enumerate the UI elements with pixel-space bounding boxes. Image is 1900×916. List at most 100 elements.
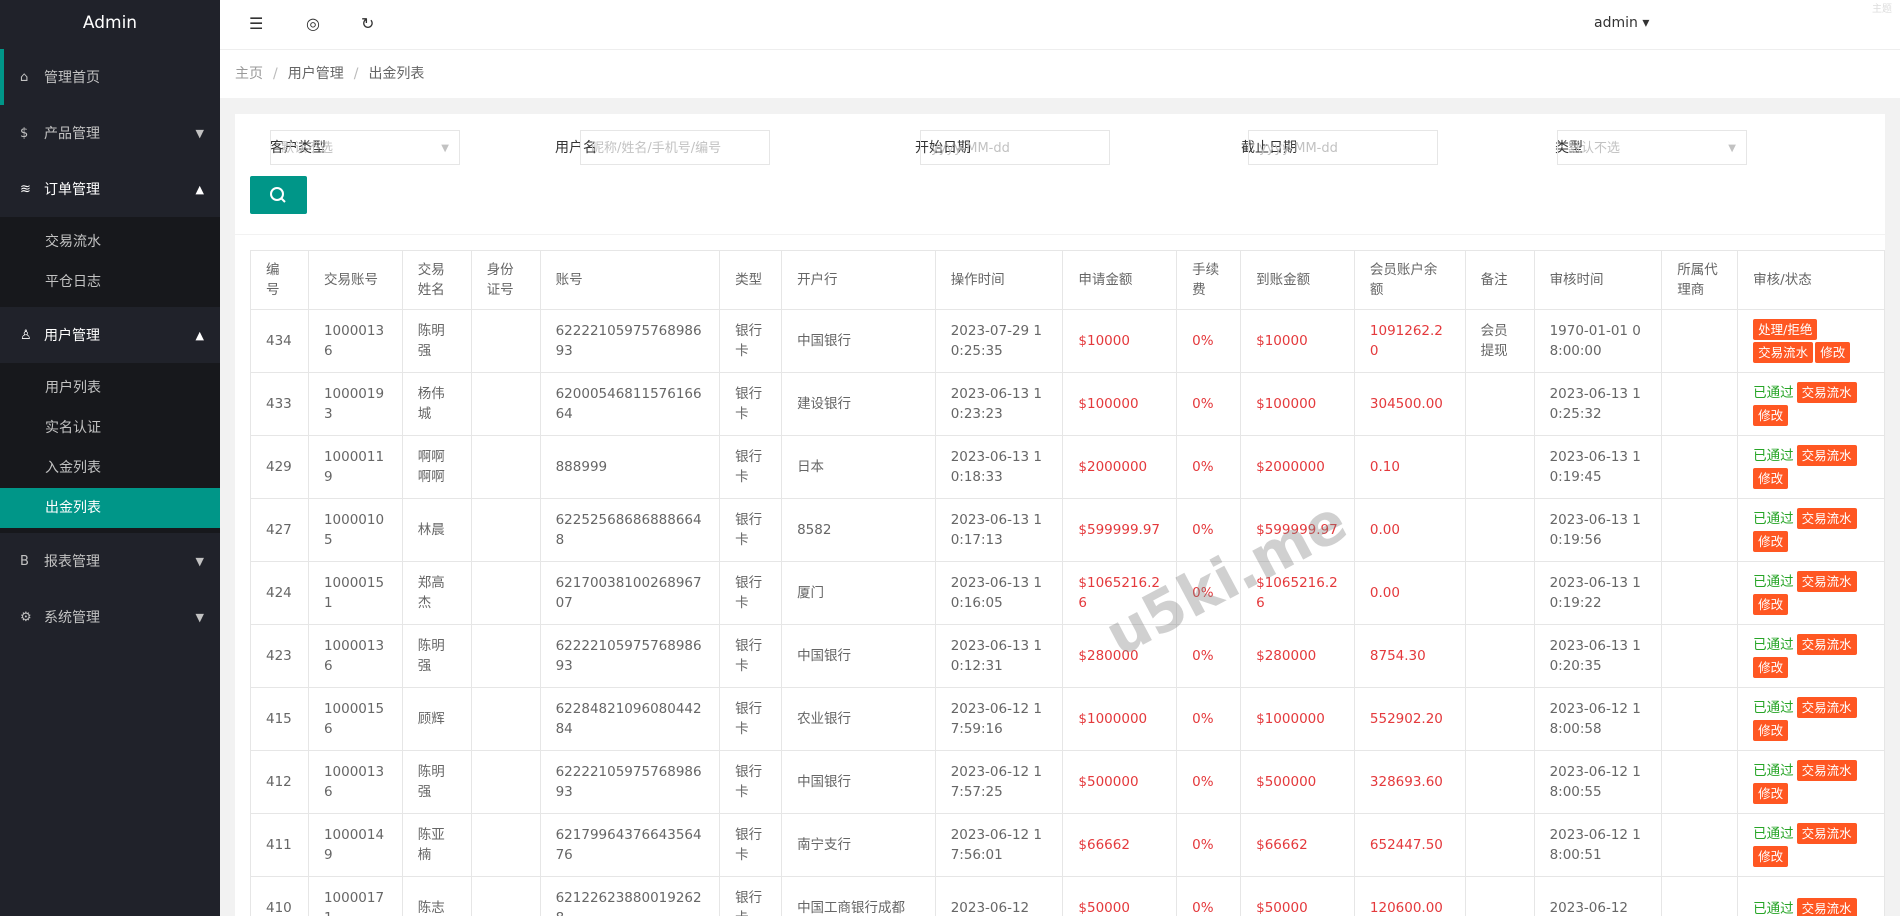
table-cell: 杨伟城 bbox=[401, 372, 472, 436]
table-cell: 10000156 bbox=[307, 687, 403, 751]
table-cell: 2023-06-12 18:00:55 bbox=[1533, 750, 1663, 814]
table-cell: 2023-06-13 10:12:31 bbox=[934, 624, 1064, 688]
status-cell: 已通过 交易流水修改 bbox=[1737, 561, 1885, 625]
table-cell: 10000171 bbox=[307, 876, 403, 916]
select-arrow: ▼ bbox=[441, 143, 449, 154]
username[interactable]: admin bbox=[1594, 15, 1638, 31]
table-cell bbox=[1464, 435, 1535, 499]
action-button[interactable]: 交易流水 bbox=[1796, 634, 1857, 655]
action-button[interactable]: 交易流水 bbox=[1796, 823, 1857, 844]
column-header: 编号 bbox=[250, 250, 309, 310]
action-button[interactable]: 修改 bbox=[1753, 657, 1789, 678]
action-button[interactable]: 修改 bbox=[1753, 405, 1789, 426]
table-cell: $2000000 bbox=[1062, 435, 1178, 499]
column-header: 申请金额 bbox=[1062, 250, 1178, 310]
site-icon[interactable]: ◎ bbox=[306, 14, 320, 33]
menu-item[interactable]: $ 产品管理 ▼ bbox=[0, 105, 220, 161]
menu-icon: $ bbox=[20, 125, 29, 141]
action-button[interactable]: 修改 bbox=[1753, 531, 1789, 552]
action-button[interactable]: 交易流水 bbox=[1796, 571, 1857, 592]
filter-input[interactable]: 昵称/姓名/手机号/编号 bbox=[580, 130, 770, 165]
table-cell: $280000 bbox=[1062, 624, 1178, 688]
table-cell bbox=[1661, 687, 1739, 751]
table-cell: $1000000 bbox=[1240, 687, 1355, 751]
menu-icon: B bbox=[20, 553, 29, 569]
status: 已通过 bbox=[1753, 763, 1794, 779]
action-button[interactable]: 交易流水 bbox=[1796, 760, 1857, 781]
table-cell bbox=[1661, 372, 1739, 436]
table-cell: $10000 bbox=[1240, 309, 1355, 373]
action-button[interactable]: 修改 bbox=[1753, 594, 1789, 615]
table-cell: 0.10 bbox=[1353, 435, 1466, 499]
logo: Admin bbox=[82, 13, 138, 33]
table-cell: 652447.50 bbox=[1353, 813, 1466, 877]
menu-label[interactable]: 系统管理 bbox=[44, 610, 100, 626]
table-cell: $66662 bbox=[1240, 813, 1355, 877]
action-button[interactable]: 交易流水 bbox=[1796, 897, 1857, 916]
filter-input[interactable]: yyyy-MM-dd bbox=[920, 130, 1110, 165]
menu-label[interactable]: 用户管理 bbox=[44, 328, 100, 344]
submenu-item[interactable]: 实名认证 bbox=[45, 420, 101, 436]
table-cell bbox=[1661, 561, 1739, 625]
menu-item[interactable]: ⚙ 系统管理 ▼ bbox=[0, 589, 220, 645]
crumb[interactable]: 用户管理 bbox=[287, 66, 344, 82]
table-cell: 6222210597576898693 bbox=[539, 624, 721, 688]
action-button[interactable]: 修改 bbox=[1753, 846, 1789, 867]
submenu-item[interactable]: 入金列表 bbox=[45, 460, 101, 476]
action-button[interactable]: 修改 bbox=[1753, 783, 1789, 804]
submenu-item[interactable]: 交易流水 bbox=[45, 234, 101, 250]
menu-icon: ♙ bbox=[20, 327, 32, 343]
table-cell bbox=[470, 435, 541, 499]
table-cell: 2023-06-13 10:20:35 bbox=[1533, 624, 1663, 688]
action-button[interactable]: 处理/拒绝 bbox=[1753, 319, 1818, 340]
menu-label[interactable]: 报表管理 bbox=[44, 554, 100, 570]
menu-toggle-icon[interactable]: ☰ bbox=[249, 14, 264, 33]
table-cell: 2023-06-12 18:00:58 bbox=[1533, 687, 1663, 751]
table-cell: 建设银行 bbox=[781, 372, 936, 436]
menu-item[interactable]: ≋ 订单管理 ▲ bbox=[0, 161, 220, 217]
action-button[interactable]: 交易流水 bbox=[1796, 382, 1857, 403]
action-button[interactable]: 修改 bbox=[1815, 342, 1851, 363]
filter-input[interactable]: 默认不选 ▼ bbox=[270, 130, 460, 165]
theme-link[interactable]: 主题 bbox=[1872, 4, 1892, 15]
table-cell: 0% bbox=[1176, 813, 1242, 877]
menu-label[interactable]: 订单管理 bbox=[44, 182, 100, 198]
menu-label[interactable]: 产品管理 bbox=[44, 126, 100, 142]
action-button[interactable]: 交易流水 bbox=[1796, 445, 1857, 466]
submenu-item[interactable]: 用户列表 bbox=[45, 380, 101, 396]
action-button[interactable]: 修改 bbox=[1753, 720, 1789, 741]
user-menu[interactable]: admin ▾ bbox=[1594, 15, 1650, 31]
status-cell: 已通过 交易流水修改 bbox=[1737, 372, 1885, 436]
action-button[interactable]: 修改 bbox=[1753, 468, 1789, 489]
table-cell: 会员提现 bbox=[1464, 309, 1535, 373]
table-cell: 6228482109608044284 bbox=[539, 687, 721, 751]
table-cell: 0% bbox=[1176, 876, 1242, 916]
search-icon bbox=[270, 187, 286, 203]
table-cell: 415 bbox=[250, 687, 309, 751]
action-button[interactable]: 交易流水 bbox=[1796, 508, 1857, 529]
table-cell: 0% bbox=[1176, 624, 1242, 688]
search-button[interactable] bbox=[250, 176, 307, 214]
submenu: 用户列表实名认证入金列表出金列表 bbox=[0, 363, 220, 533]
menu-label[interactable]: 管理首页 bbox=[44, 70, 100, 86]
table-cell: 银行卡 bbox=[719, 624, 783, 688]
action-button[interactable]: 交易流水 bbox=[1753, 342, 1814, 363]
status-cell: 已通过 交易流水修改 bbox=[1737, 813, 1885, 877]
menu-item[interactable]: B 报表管理 ▼ bbox=[0, 533, 220, 589]
table-cell: 10000149 bbox=[307, 813, 403, 877]
table-cell: 2023-06-12 18:00:51 bbox=[1533, 813, 1663, 877]
refresh-icon[interactable]: ↻ bbox=[361, 14, 375, 33]
submenu-item[interactable]: 出金列表 bbox=[0, 488, 220, 528]
menu-item[interactable]: ♙ 用户管理 ▲ bbox=[0, 307, 220, 363]
table-row: 41010000171陈志 621226238800192628银行卡中国工商银行… bbox=[250, 876, 1885, 916]
column-header: 账号 bbox=[539, 250, 721, 310]
filter-input[interactable]: 默认不选 ▼ bbox=[1557, 130, 1747, 165]
table-cell: 410 bbox=[250, 876, 309, 916]
submenu-item[interactable]: 平仓日志 bbox=[45, 274, 101, 290]
status: 已通过 bbox=[1753, 448, 1794, 464]
action-button[interactable]: 交易流水 bbox=[1796, 697, 1857, 718]
crumb[interactable]: 主页 bbox=[235, 66, 263, 82]
menu-item[interactable]: ⌂ 管理首页 bbox=[0, 49, 220, 105]
table-cell: $100000 bbox=[1240, 372, 1355, 436]
filter-input[interactable]: yyyy-MM-dd bbox=[1248, 130, 1438, 165]
